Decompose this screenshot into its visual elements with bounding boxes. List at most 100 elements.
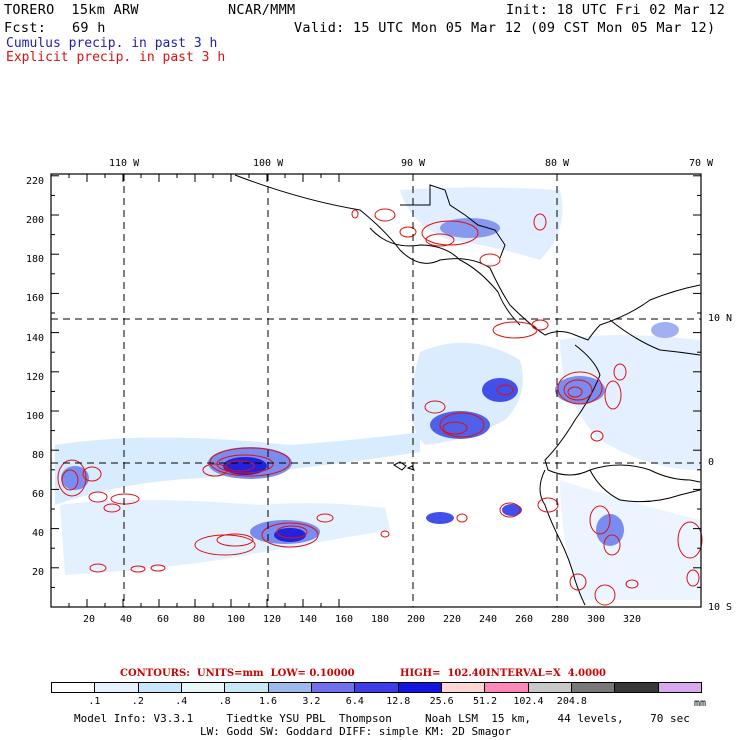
cumulus-precip-legend: Cumulus precip. in past 3 h [6, 36, 218, 51]
y-tick-label: 100 [26, 411, 45, 422]
explicit-precip-contours [57, 208, 703, 606]
lon-label: 100 W [253, 158, 284, 169]
y-tick-label: 60 [32, 489, 45, 500]
colorbar-label: 12.8 [386, 696, 411, 707]
colorbar-swatch [657, 683, 701, 692]
venezuela-border [609, 319, 701, 356]
colorbar-swatch [354, 683, 398, 692]
forecast-label: Fcst: [4, 20, 47, 36]
colorbar-swatch [180, 683, 225, 692]
x-tick-label: 260 [515, 614, 534, 625]
heavy-cell [426, 512, 454, 524]
model-title: TORERO 15km ARW [4, 2, 139, 18]
cumulus-precip-shading [55, 187, 700, 600]
y-tick-label: 180 [26, 254, 45, 265]
colorbar-labels: .1 .2 .4 .8 1.6 3.2 6.4 12.8 25.6 51.2 102.4 204.8 [51, 696, 702, 708]
colorbar-swatch [310, 683, 355, 692]
colorbar-swatch [94, 683, 138, 692]
colorbar-label: .8 [218, 696, 231, 707]
contour-high: HIGH= 102.40 [400, 668, 486, 679]
colorbar-label: 6.4 [345, 696, 364, 707]
organization-label: NCAR/MMM [228, 2, 296, 18]
y-tick-label: 20 [32, 567, 45, 578]
colorbar-label: 51.2 [473, 696, 498, 707]
x-tick-label: 80 [193, 614, 206, 625]
heavy-cell [596, 514, 624, 546]
colorbar-label: 25.6 [429, 696, 454, 707]
x-tick-label: 180 [371, 614, 390, 625]
colorbar-swatch [397, 683, 441, 692]
x-tick-label: 60 [157, 614, 170, 625]
colorbar-swatch [224, 683, 268, 692]
colorbar-swatch [52, 683, 95, 692]
colorbar-label: .1 [88, 696, 101, 707]
lon-label: 90 W [401, 158, 426, 169]
lon-label: 80 W [545, 158, 570, 169]
colorbar-label: 204.8 [556, 696, 587, 707]
x-tick-label: 100 [227, 614, 246, 625]
colorbar-label: 102.4 [513, 696, 544, 707]
y-tick-label: 160 [26, 293, 45, 304]
heavy-cell [502, 504, 522, 516]
axis-ticks [50, 174, 701, 608]
heavy-cell [223, 457, 267, 475]
y-tick-label: 40 [32, 528, 45, 539]
colorbar-swatch [440, 683, 485, 692]
pacific-coast [369, 227, 521, 326]
contour-units: CONTOURS: UNITS=mm LOW= 0.10000 [120, 668, 355, 679]
ecuador-peru-coast [539, 469, 586, 606]
colorbar-swatch [570, 683, 615, 692]
colorbar-unit: mm [694, 698, 707, 709]
coastlines [234, 174, 701, 606]
x-tick-label: 40 [120, 614, 133, 625]
forecast-hour: 69 h [72, 20, 106, 36]
y-tick-label: 80 [32, 450, 45, 461]
heavy-cell [61, 466, 89, 490]
x-tick-label: 280 [551, 614, 570, 625]
y-tick-label: 120 [26, 372, 45, 383]
x-tick-label: 220 [443, 614, 462, 625]
x-tick-label: 320 [623, 614, 642, 625]
x-tick-label: 120 [263, 614, 282, 625]
lat-label: 0 [708, 457, 715, 468]
heavy-cell [482, 378, 518, 402]
heavy-cell [440, 218, 500, 238]
x-tick-label: 20 [83, 614, 96, 625]
lat-label: 10 N [708, 313, 733, 324]
colorbar-swatch [484, 683, 528, 692]
y-tick-label: 200 [26, 215, 45, 226]
colorbar-label: .2 [131, 696, 144, 707]
x-tick-label: 300 [587, 614, 606, 625]
colorbar [51, 682, 702, 693]
init-time: Init: 18 UTC Fri 02 Mar 12 [506, 2, 726, 18]
colorbar-label: 1.6 [259, 696, 278, 707]
border-line [589, 469, 701, 503]
precip-cluster-east [560, 335, 700, 470]
x-tick-label: 140 [299, 614, 318, 625]
y-tick-label: 140 [26, 333, 45, 344]
lon-label: 110 W [109, 158, 140, 169]
heavy-cell [651, 322, 679, 338]
precip-cluster-se [560, 480, 700, 600]
x-tick-label: 200 [407, 614, 426, 625]
lon-label: 70 W [689, 158, 714, 169]
colorbar-swatch [267, 683, 311, 692]
heavy-cell [430, 411, 490, 439]
y-tick-label: 220 [26, 176, 45, 187]
colorbar-swatch [527, 683, 571, 692]
lat-lon-grid [51, 174, 701, 607]
x-tick-label: 240 [479, 614, 498, 625]
colorbar-label: 3.2 [302, 696, 321, 707]
yucatan-coast [400, 184, 506, 259]
colorbar-label: .4 [175, 696, 188, 707]
valid-time: Valid: 15 UTC Mon 05 Mar 12 (09 CST Mon … [294, 20, 716, 36]
x-tick-label: 160 [335, 614, 354, 625]
heavy-cell [274, 528, 306, 542]
lat-label: 10 S [708, 602, 733, 613]
precip-band-south [60, 500, 390, 575]
colorbar-swatch [137, 683, 181, 692]
colorbar-swatch [614, 683, 658, 692]
explicit-precip-legend: Explicit precip. in past 3 h [6, 50, 226, 65]
model-info-line1: Model Info: V3.3.1 Tiedtke YSU PBL Thomp… [74, 712, 690, 725]
